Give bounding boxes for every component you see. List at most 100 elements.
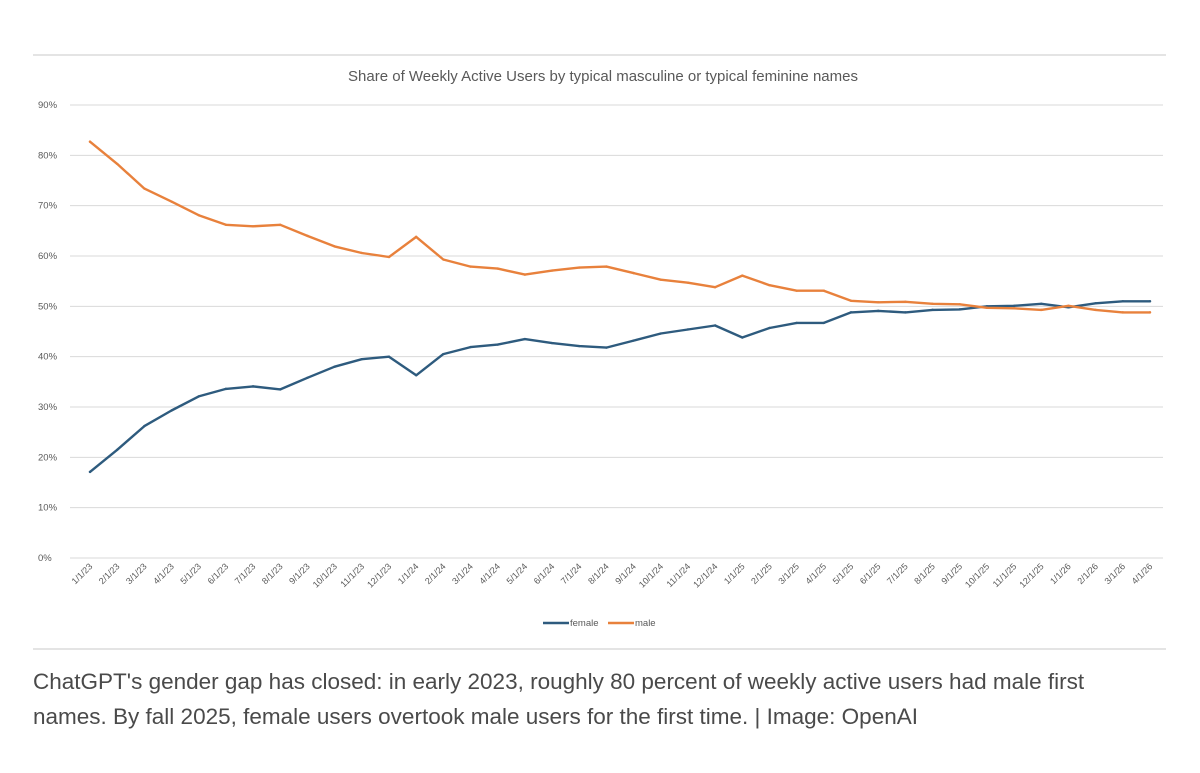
data-point-female	[279, 388, 282, 391]
data-point-female	[550, 341, 554, 345]
data-point-male	[414, 235, 418, 239]
x-tick-label: 12/1/25	[1017, 561, 1045, 589]
data-point-female	[197, 395, 200, 398]
x-tick-label: 6/1/23	[206, 561, 231, 586]
x-tick-label: 8/1/23	[260, 561, 285, 586]
legend: female male	[543, 618, 656, 629]
y-tick-label: 40%	[38, 352, 58, 363]
data-point-female	[1094, 302, 1097, 305]
data-point-female	[904, 311, 907, 314]
data-point-male	[605, 265, 608, 268]
x-tick-label: 9/1/23	[287, 561, 312, 586]
data-point-male	[931, 302, 934, 306]
x-tick-label: 3/1/23	[124, 561, 149, 586]
x-tick-label: 3/1/25	[776, 561, 801, 586]
data-point-female	[795, 321, 798, 325]
x-tick-label: 10/1/24	[637, 561, 665, 589]
data-point-male	[224, 223, 228, 226]
data-point-male	[958, 303, 961, 306]
data-point-male	[795, 289, 798, 292]
data-point-female	[387, 355, 391, 358]
data-point-male	[1148, 311, 1152, 314]
data-point-male	[170, 200, 173, 203]
x-tick-label: 9/1/25	[939, 561, 964, 586]
data-point-female	[849, 311, 853, 314]
data-point-female	[442, 352, 445, 356]
x-tick-label: 2/1/26	[1075, 561, 1100, 586]
y-tick-label: 80%	[38, 150, 58, 161]
data-point-male	[496, 267, 499, 270]
series-line-male	[88, 140, 1152, 314]
chart-svg: Share of Weekly Active Users by typical …	[33, 54, 1166, 650]
data-point-male	[1121, 311, 1125, 314]
x-axis-ticks: 1/1/23 2/1/23 3/1/23 4/1/23 5/1/23 6/1/23 7/1/…	[70, 561, 1155, 589]
data-point-female	[1040, 302, 1043, 306]
data-point-female	[768, 326, 771, 330]
x-tick-label: 5/1/24	[505, 561, 530, 586]
data-point-male	[877, 301, 880, 304]
data-point-male	[578, 266, 581, 269]
x-tick-label: 9/1/24	[613, 561, 638, 586]
data-point-female	[659, 332, 662, 335]
x-tick-label: 4/1/26	[1130, 561, 1155, 586]
x-tick-label: 11/1/23	[338, 561, 366, 589]
data-point-female	[605, 346, 608, 349]
data-point-male	[713, 286, 717, 289]
data-point-female	[632, 339, 635, 342]
data-point-female	[143, 424, 146, 428]
x-tick-label: 2/1/23	[97, 561, 122, 586]
data-point-female	[251, 385, 255, 388]
data-point-male	[251, 225, 255, 228]
data-point-male	[197, 214, 200, 217]
x-tick-label: 12/1/24	[691, 561, 719, 589]
data-point-male	[1040, 308, 1043, 312]
data-point-male	[306, 234, 309, 238]
x-tick-label: 5/1/23	[178, 561, 203, 586]
series-lines	[88, 140, 1152, 474]
chart-figure: Share of Weekly Active Users by typical …	[33, 54, 1166, 650]
x-tick-label: 2/1/25	[749, 561, 774, 586]
legend-label-male: male	[635, 618, 656, 629]
data-point-male	[659, 278, 662, 281]
y-tick-label: 70%	[38, 201, 58, 212]
x-tick-label: 8/1/25	[912, 561, 937, 586]
data-point-female	[958, 308, 961, 311]
data-point-male	[469, 265, 472, 268]
legend-label-female: female	[570, 618, 599, 629]
x-tick-label: 4/1/24	[477, 561, 502, 586]
data-point-female	[523, 337, 527, 341]
data-point-male	[1067, 304, 1070, 308]
data-point-male	[143, 187, 146, 190]
data-point-male	[686, 281, 690, 284]
data-point-female	[1012, 304, 1016, 308]
data-point-male	[550, 269, 554, 272]
data-point-male	[88, 140, 92, 143]
data-point-male	[115, 162, 119, 166]
x-tick-label: 1/1/24	[396, 561, 421, 586]
x-tick-label: 6/1/25	[858, 561, 883, 586]
data-point-female	[88, 470, 92, 474]
data-point-female	[469, 345, 472, 349]
data-point-male	[632, 271, 635, 275]
data-point-female	[877, 309, 880, 313]
x-tick-label: 7/1/23	[233, 561, 258, 586]
data-point-female	[496, 343, 499, 346]
data-point-female	[578, 344, 581, 348]
x-tick-label: 11/1/24	[665, 561, 693, 589]
data-point-female	[741, 336, 744, 339]
caption-line-1: ChatGPT's gender gap has closed: in earl…	[33, 669, 1085, 694]
data-point-female	[115, 448, 119, 451]
figure-caption: ChatGPT's gender gap has closed: in earl…	[33, 664, 1163, 734]
data-point-male	[985, 306, 989, 310]
x-tick-label: 7/1/24	[559, 561, 584, 586]
data-point-male	[822, 289, 826, 292]
data-point-male	[523, 273, 527, 276]
x-tick-label: 8/1/24	[586, 561, 611, 586]
x-tick-label: 11/1/25	[991, 561, 1019, 589]
data-point-female	[1121, 300, 1125, 303]
data-point-female	[931, 308, 934, 312]
x-tick-label: 1/1/26	[1048, 561, 1073, 586]
data-point-male	[768, 283, 771, 287]
y-tick-label: 0%	[38, 553, 52, 564]
series-line-female	[88, 300, 1152, 474]
